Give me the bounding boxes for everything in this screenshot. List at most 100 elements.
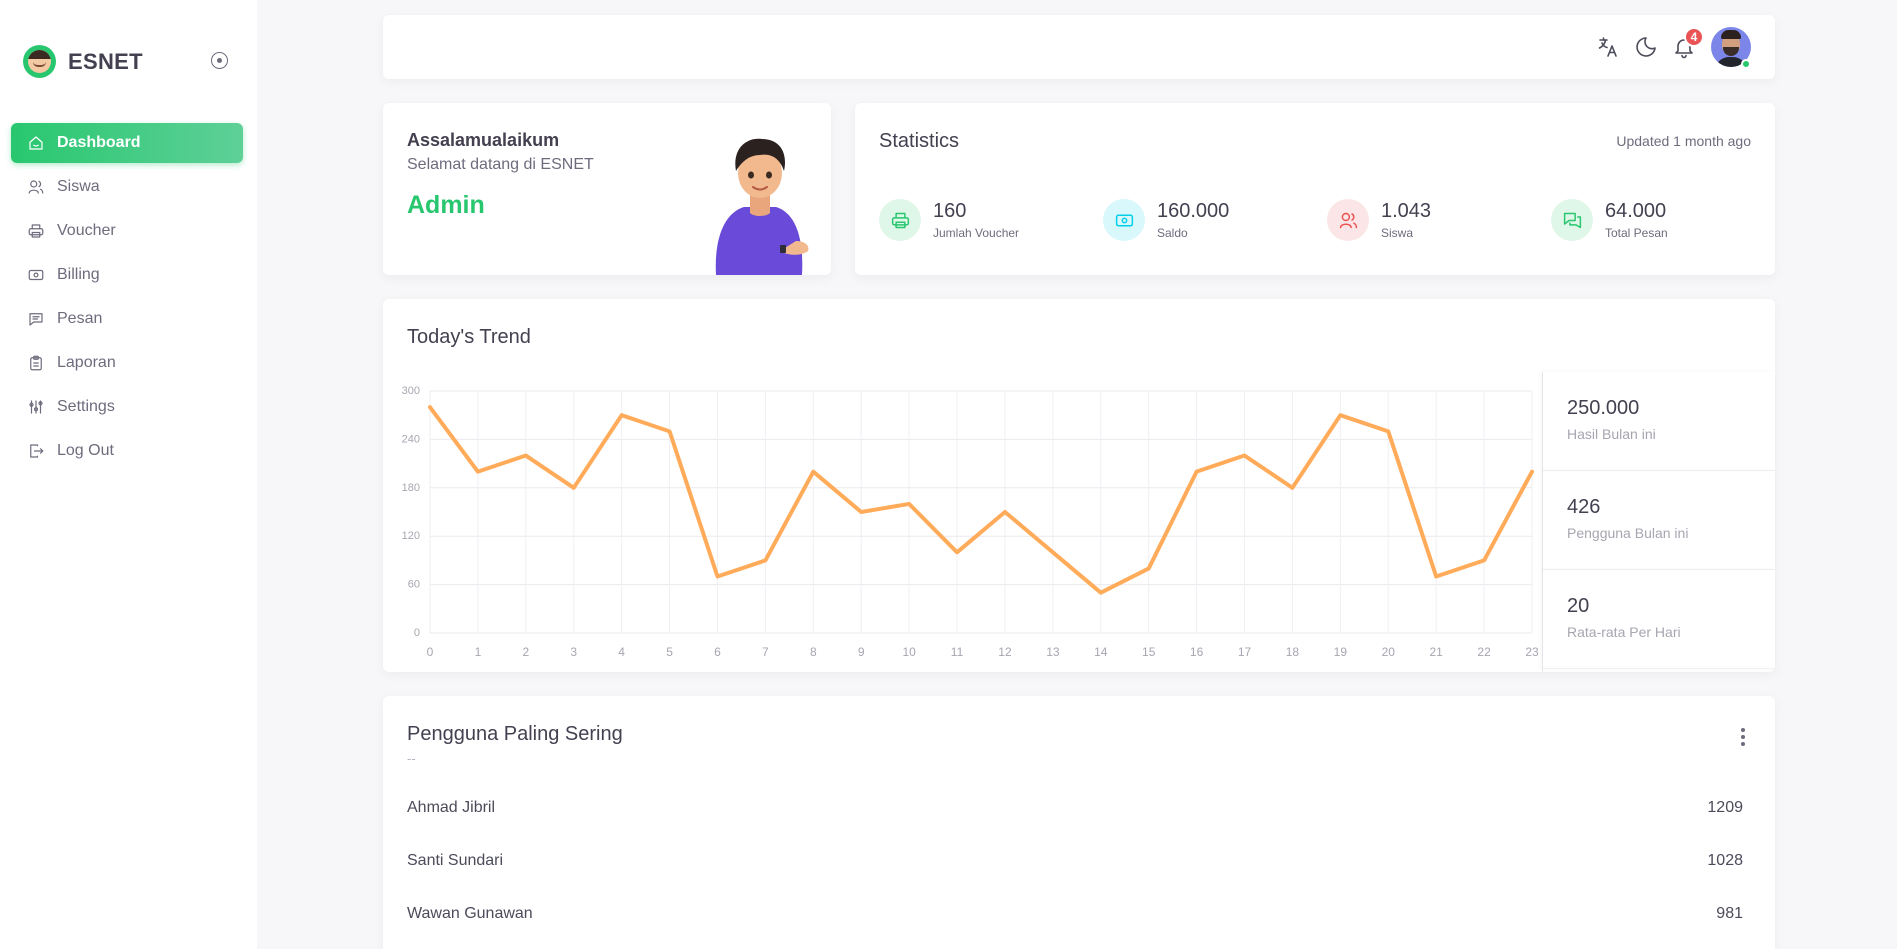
x-tick-label: 6 — [714, 645, 721, 659]
sidebar-item-label: Log Out — [57, 442, 114, 459]
users-icon — [28, 180, 44, 194]
x-tick-label: 18 — [1286, 645, 1300, 659]
online-status-dot — [1741, 59, 1751, 69]
side-stat-hasil: 250.000 Hasil Bulan ini — [1543, 372, 1775, 471]
side-stat-label: Rata-rata Per Hari — [1567, 624, 1681, 640]
y-tick-label: 60 — [408, 579, 420, 591]
home-icon — [29, 136, 43, 150]
x-tick-label: 15 — [1142, 645, 1156, 659]
x-tick-label: 16 — [1190, 645, 1204, 659]
sidebar-item-pesan[interactable]: Pesan — [11, 299, 243, 339]
sidebar-item-dashboard[interactable]: Dashboard — [11, 123, 243, 163]
user-name: Santi Sundari — [407, 852, 504, 869]
y-tick-label: 240 — [402, 433, 420, 445]
side-stat-label: Hasil Bulan ini — [1567, 426, 1656, 442]
welcome-subtitle: Selamat datang di ESNET — [407, 156, 594, 173]
welcome-illustration — [715, 138, 809, 275]
x-tick-label: 20 — [1382, 645, 1396, 659]
sidebar-item-laporan[interactable]: Laporan — [11, 343, 243, 383]
stat-jumlah-voucher: 160 Jumlah Voucher — [879, 199, 1019, 241]
cash-icon — [1103, 199, 1145, 241]
stat-value: 160 — [933, 200, 967, 222]
list-item: Ahmad Jibril 1209 — [407, 795, 1743, 821]
clipboard-icon — [30, 355, 42, 371]
x-tick-label: 4 — [618, 645, 625, 659]
printer-icon — [879, 199, 921, 241]
x-tick-label: 17 — [1238, 645, 1252, 659]
brand-logo — [23, 45, 56, 78]
x-tick-label: 7 — [762, 645, 769, 659]
side-stat-pengguna: 426 Pengguna Bulan ini — [1543, 471, 1775, 570]
y-tick-label: 0 — [414, 627, 420, 639]
cash-icon — [28, 269, 44, 281]
list-item: Santi Sundari 1028 — [407, 848, 1743, 874]
x-tick-label: 22 — [1477, 645, 1491, 659]
sidebar-item-voucher[interactable]: Voucher — [11, 211, 243, 251]
message-icon — [29, 313, 43, 326]
stat-total-pesan: 64.000 Total Pesan — [1551, 199, 1668, 241]
y-tick-label: 180 — [402, 482, 420, 494]
more-options-icon[interactable] — [1741, 728, 1745, 746]
collapse-sidebar-icon[interactable] — [211, 52, 228, 69]
moon-icon[interactable] — [1634, 35, 1658, 59]
series-line — [428, 405, 1534, 595]
x-tick-label: 1 — [475, 645, 482, 659]
translate-icon[interactable] — [1596, 35, 1620, 59]
x-tick-label: 11 — [951, 645, 964, 659]
stat-label: Total Pesan — [1605, 226, 1668, 240]
user-name: Wawan Gunawan — [407, 905, 533, 922]
side-stat-value: 20 — [1567, 595, 1590, 617]
sliders-icon — [29, 400, 43, 414]
sidebar-item-label: Voucher — [57, 222, 116, 239]
user-count: 1209 — [1707, 799, 1743, 816]
sidebar-item-label: Pesan — [57, 310, 103, 327]
x-tick-label: 23 — [1525, 645, 1539, 659]
user-count: 1028 — [1707, 852, 1743, 869]
stat-value: 64.000 — [1605, 200, 1667, 222]
bell-icon[interactable]: 4 — [1672, 27, 1704, 59]
statistics-card: Statistics Updated 1 month ago 160 Jumla… — [855, 103, 1775, 275]
sidebar-item-label: Siswa — [57, 178, 100, 195]
top-users-card: Pengguna Paling Sering -- Ahmad Jibril 1… — [383, 696, 1775, 949]
x-tick-label: 8 — [810, 645, 817, 659]
sidebar-item-logout[interactable]: Log Out — [11, 431, 243, 471]
x-tick-label: 2 — [522, 645, 529, 659]
stat-label: Saldo — [1157, 226, 1188, 240]
y-tick-label: 300 — [402, 385, 420, 397]
statistics-title: Statistics — [879, 130, 960, 152]
user-name: Ahmad Jibril — [407, 799, 496, 816]
side-stat-value: 426 — [1567, 496, 1601, 518]
stat-label: Siswa — [1381, 226, 1414, 240]
x-tick-label: 10 — [902, 645, 916, 659]
stat-value: 1.043 — [1381, 200, 1432, 222]
trend-side-stats: 250.000 Hasil Bulan ini 426 Pengguna Bul… — [1542, 372, 1775, 672]
stat-siswa: 1.043 Siswa — [1327, 199, 1431, 241]
welcome-card: Assalamualaikum Selamat datang di ESNET … — [383, 103, 831, 275]
side-stat-label: Pengguna Bulan ini — [1567, 525, 1689, 541]
welcome-user-name: Admin — [407, 191, 485, 219]
stat-value: 160.000 — [1157, 200, 1230, 222]
sidebar-item-siswa[interactable]: Siswa — [11, 167, 243, 207]
sidebar-item-billing[interactable]: Billing — [11, 255, 243, 295]
side-stat-value: 250.000 — [1567, 397, 1640, 419]
side-stat-rata-rata: 20 Rata-rata Per Hari — [1543, 570, 1775, 669]
logout-icon — [30, 444, 44, 458]
user-count: 981 — [1716, 905, 1743, 922]
sidebar-item-settings[interactable]: Settings — [11, 387, 243, 427]
x-tick-label: 14 — [1094, 645, 1108, 659]
sidebar-item-label: Laporan — [57, 354, 116, 371]
x-tick-label: 5 — [666, 645, 673, 659]
x-tick-label: 21 — [1429, 645, 1443, 659]
user-avatar[interactable] — [1711, 27, 1751, 67]
printer-icon — [28, 224, 44, 238]
welcome-greeting: Assalamualaikum — [407, 130, 560, 150]
sidebar-item-label: Dashboard — [57, 134, 141, 151]
stat-saldo: 160.000 Saldo — [1103, 199, 1229, 241]
top-users-title: Pengguna Paling Sering — [407, 723, 623, 745]
x-tick-label: 19 — [1334, 645, 1348, 659]
x-tick-label: 13 — [1046, 645, 1060, 659]
brand[interactable]: ESNET — [23, 45, 143, 78]
statistics-updated: Updated 1 month ago — [1616, 133, 1751, 149]
sidebar-menu: Dashboard Siswa Voucher Billing Pesan La… — [11, 123, 243, 475]
